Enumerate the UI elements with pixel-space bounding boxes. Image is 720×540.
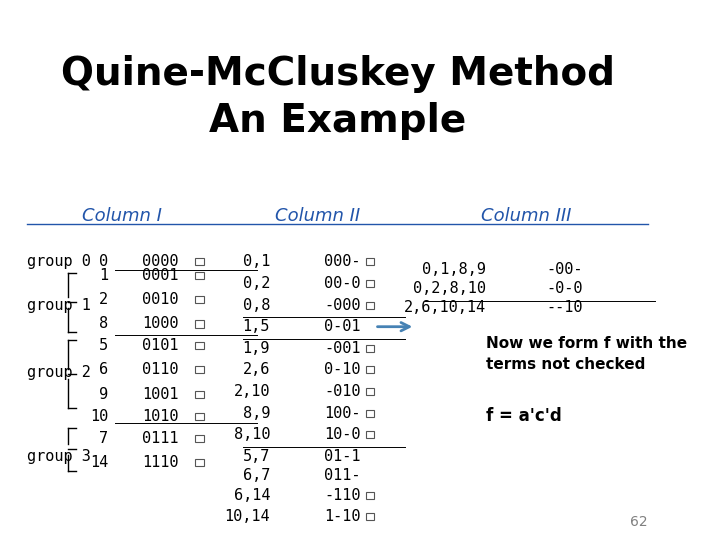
Text: group 2: group 2 [27, 365, 91, 380]
Text: 0,2,8,10: 0,2,8,10 [413, 281, 486, 296]
Text: 0000: 0000 [142, 254, 179, 269]
Text: 1110: 1110 [142, 455, 179, 470]
Text: 2: 2 [99, 292, 108, 307]
Text: Now we form f with the
terms not checked: Now we form f with the terms not checked [486, 336, 687, 372]
Text: group 1: group 1 [27, 298, 91, 313]
Text: Column I: Column I [81, 207, 161, 225]
Text: 0,1: 0,1 [243, 254, 270, 269]
Text: 8: 8 [99, 316, 108, 332]
Text: group 0: group 0 [27, 254, 91, 269]
Text: 8,10: 8,10 [233, 427, 270, 442]
Text: Column III: Column III [482, 207, 572, 225]
Text: 00-0: 00-0 [324, 276, 361, 291]
Text: 011-: 011- [324, 468, 361, 483]
Text: 6: 6 [99, 362, 108, 377]
Text: 01-1: 01-1 [324, 449, 361, 464]
Text: 8,9: 8,9 [243, 406, 270, 421]
Text: 1,9: 1,9 [243, 341, 270, 356]
Text: --10: --10 [547, 300, 583, 315]
Text: -000: -000 [324, 298, 361, 313]
Text: 10: 10 [90, 409, 108, 424]
Text: 0,1,8,9: 0,1,8,9 [422, 262, 486, 278]
Text: 1001: 1001 [142, 387, 179, 402]
Text: Quine-McCluskey Method
An Example: Quine-McCluskey Method An Example [60, 55, 615, 140]
Text: 6,14: 6,14 [233, 488, 270, 503]
Text: 9: 9 [99, 387, 108, 402]
Text: 000-: 000- [324, 254, 361, 269]
Text: 1,5: 1,5 [243, 319, 270, 334]
Text: 0,8: 0,8 [243, 298, 270, 313]
Text: 100-: 100- [324, 406, 361, 421]
Text: -0-0: -0-0 [547, 281, 583, 296]
Text: -010: -010 [324, 384, 361, 399]
Text: 7: 7 [99, 431, 108, 446]
Text: 1000: 1000 [142, 316, 179, 332]
Text: 10,14: 10,14 [225, 509, 270, 524]
Text: f = a'c'd: f = a'c'd [486, 407, 562, 425]
Text: 2,10: 2,10 [233, 384, 270, 399]
Text: 1-10: 1-10 [324, 509, 361, 524]
Text: 2,6,10,14: 2,6,10,14 [404, 300, 486, 315]
Text: 1010: 1010 [142, 409, 179, 424]
Text: 14: 14 [90, 455, 108, 470]
Text: 0110: 0110 [142, 362, 179, 377]
Text: 0001: 0001 [142, 268, 179, 283]
Text: 5,7: 5,7 [243, 449, 270, 464]
Text: -001: -001 [324, 341, 361, 356]
Text: 0-01: 0-01 [324, 319, 361, 334]
Text: 10-0: 10-0 [324, 427, 361, 442]
Text: 0: 0 [99, 254, 108, 269]
Text: 5: 5 [99, 338, 108, 353]
Text: 6,7: 6,7 [243, 468, 270, 483]
Text: Column II: Column II [275, 207, 360, 225]
Text: 62: 62 [631, 515, 648, 529]
Text: 0010: 0010 [142, 292, 179, 307]
Text: 0,2: 0,2 [243, 276, 270, 291]
Text: 1: 1 [99, 268, 108, 283]
Text: 0101: 0101 [142, 338, 179, 353]
Text: -110: -110 [324, 488, 361, 503]
Text: 2,6: 2,6 [243, 362, 270, 377]
Text: 0111: 0111 [142, 431, 179, 446]
Text: 0-10: 0-10 [324, 362, 361, 377]
Text: group 3: group 3 [27, 449, 91, 464]
Text: -00-: -00- [547, 262, 583, 278]
